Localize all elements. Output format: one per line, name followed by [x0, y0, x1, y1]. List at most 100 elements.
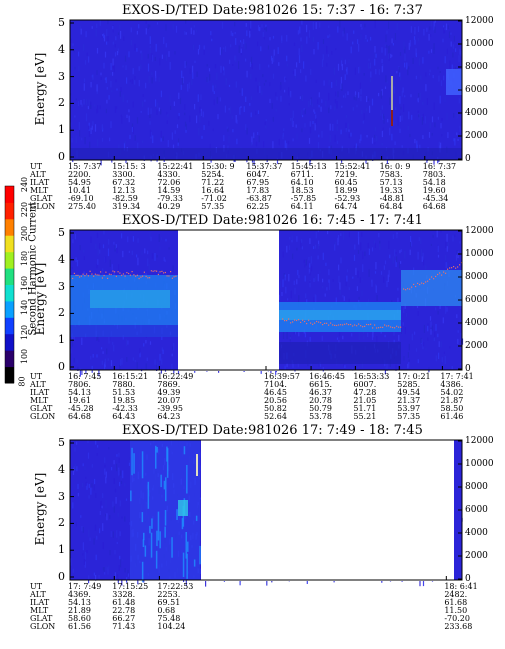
- y-tick-label: 4: [58, 252, 65, 266]
- ephemeris-value: 20.78: [309, 396, 332, 405]
- ephemeris-value: 61.46: [440, 412, 464, 421]
- ephemeris-value: 64.11: [290, 202, 314, 211]
- ephemeris-value: 46.37: [309, 388, 332, 397]
- y-tick-label: 1: [58, 333, 65, 347]
- ephemeris-value: 10.41: [68, 186, 91, 195]
- ephemeris-value: 50.79: [309, 404, 332, 413]
- ephemeris-value: 3300.: [112, 170, 136, 179]
- ephemeris-value: -52.93: [334, 194, 361, 203]
- ephemeris-value: 16:46:45: [309, 372, 346, 381]
- y-tick-label: 0: [58, 570, 65, 583]
- y-tick-label: 3: [58, 279, 65, 293]
- ephemeris-value: 19.61: [68, 396, 91, 405]
- ephemeris-value: 50.82: [264, 404, 287, 413]
- ephemeris-value: -42.33: [112, 404, 138, 413]
- ephemeris-value: 6007.: [353, 380, 377, 389]
- ephemeris-value: 20.56: [264, 396, 287, 405]
- y2-tick-label: 4000: [465, 528, 488, 538]
- y2-tick-label: 6000: [465, 505, 488, 515]
- ephemeris-value: 6615.: [309, 380, 332, 389]
- y-tick-label: 3: [58, 489, 65, 503]
- ephemeris-value: 7880.: [112, 380, 136, 389]
- y2-tick-label: 8000: [465, 272, 488, 282]
- ephemeris-value: 16: 7:45: [68, 372, 102, 381]
- ephemeris-label: MLT: [30, 606, 49, 615]
- y2-tick-label: 10000: [465, 459, 494, 469]
- y2-tick-label: 6000: [465, 295, 488, 305]
- chart-title: EXOS-D/TED Date:981026 17: 7:49 - 18: 7:…: [122, 423, 423, 438]
- ephemeris-value: 67.32: [112, 178, 136, 187]
- ephemeris-value: 17: 7:49: [68, 582, 102, 591]
- ephemeris-label: ILAT: [30, 178, 50, 187]
- ephemeris-value: -71.02: [201, 194, 227, 203]
- ephemeris-value: 4330.: [157, 170, 181, 179]
- ephemeris-label: GLAT: [30, 194, 53, 203]
- ephemeris-value: 2253.: [157, 590, 181, 599]
- ephemeris-value: 54.95: [68, 178, 91, 187]
- y-tick-label: 2: [58, 96, 65, 110]
- ephemeris-value: 64.10: [290, 178, 314, 187]
- ephemeris-value: 104.24: [157, 622, 186, 631]
- ephemeris-value: 7806.: [68, 380, 91, 389]
- ephemeris-value: 64.23: [157, 412, 181, 421]
- ephemeris-value: 58.50: [440, 404, 464, 413]
- ephemeris-value: 15:30: 9: [201, 162, 235, 171]
- temperature-trace: [72, 262, 463, 329]
- panel-3: [69, 439, 463, 587]
- ephemeris-value: -70.20: [444, 614, 470, 623]
- ephemeris-value: 17.83: [246, 186, 270, 195]
- y-axis-label: Energy [eV]: [33, 52, 47, 126]
- ephemeris-value: 57.35: [397, 412, 421, 421]
- data-gap: [201, 439, 454, 581]
- ephemeris-value: 16:15:21: [112, 372, 149, 381]
- ephemeris-label: GLON: [30, 622, 56, 631]
- ephemeris-value: 18.53: [290, 186, 314, 195]
- ephemeris-value: 15:45:13: [290, 162, 327, 171]
- ephemeris-value: 61.56: [68, 622, 91, 631]
- ephemeris-value: 71.43: [112, 622, 136, 631]
- ephemeris-value: 5254.: [201, 170, 225, 179]
- y-tick-label: 1: [58, 543, 65, 557]
- spectrogram-texture: [70, 20, 462, 166]
- ephemeris-value: 58.60: [68, 614, 91, 623]
- ephemeris-value: 47.28: [353, 388, 377, 397]
- ephemeris-value: 69.51: [157, 598, 181, 607]
- y-tick-label: 5: [58, 16, 65, 29]
- ephemeris-value: -48.81: [379, 194, 406, 203]
- ephemeris-value: 18.99: [334, 186, 358, 195]
- y-tick-label: 2: [58, 516, 65, 530]
- y-tick-label: 5: [58, 226, 65, 239]
- ephemeris-value: 15:37:37: [246, 162, 283, 171]
- ephemeris-label: UT: [30, 162, 43, 171]
- ephemeris-value: 7583.: [379, 170, 403, 179]
- ephemeris-value: 19.85: [112, 396, 136, 405]
- colorbar: [4, 185, 15, 384]
- ephemeris-value: 54.18: [422, 178, 446, 187]
- y2-tick-label: 2000: [465, 551, 488, 561]
- ephemeris-value: 61.68: [444, 598, 468, 607]
- ephemeris-value: 22.78: [112, 606, 136, 615]
- ephemeris-value: 2200.: [68, 170, 91, 179]
- y-tick-label: 3: [58, 69, 65, 83]
- ephemeris-value: 54.13: [68, 598, 91, 607]
- ephemeris-value: 66.27: [112, 614, 136, 623]
- y2-tick-label: 2000: [465, 341, 488, 351]
- y2-tick-label: 2000: [465, 131, 488, 141]
- ephemeris-value: 4369.: [68, 590, 91, 599]
- y-tick-label: 4: [58, 42, 65, 56]
- ephemeris-label: GLAT: [30, 614, 53, 623]
- ephemeris-label: GLAT: [30, 404, 53, 413]
- chart-title: EXOS-D/TED Date:981026 16: 7:45 - 17: 7:…: [122, 213, 423, 228]
- ephemeris-value: -45.28: [68, 404, 94, 413]
- ephemeris-value: 46.45: [264, 388, 287, 397]
- ephemeris-label: MLT: [30, 186, 49, 195]
- ephemeris-label: MLT: [30, 396, 49, 405]
- ephemeris-value: -45.34: [422, 194, 449, 203]
- y2-tick-label: 0: [465, 364, 471, 374]
- ephemeris-value: 20.07: [157, 396, 181, 405]
- y2-tick-label: 12000: [465, 16, 494, 26]
- colorbar-tick-label: 100: [20, 349, 30, 365]
- ephemeris-value: -79.33: [157, 194, 183, 203]
